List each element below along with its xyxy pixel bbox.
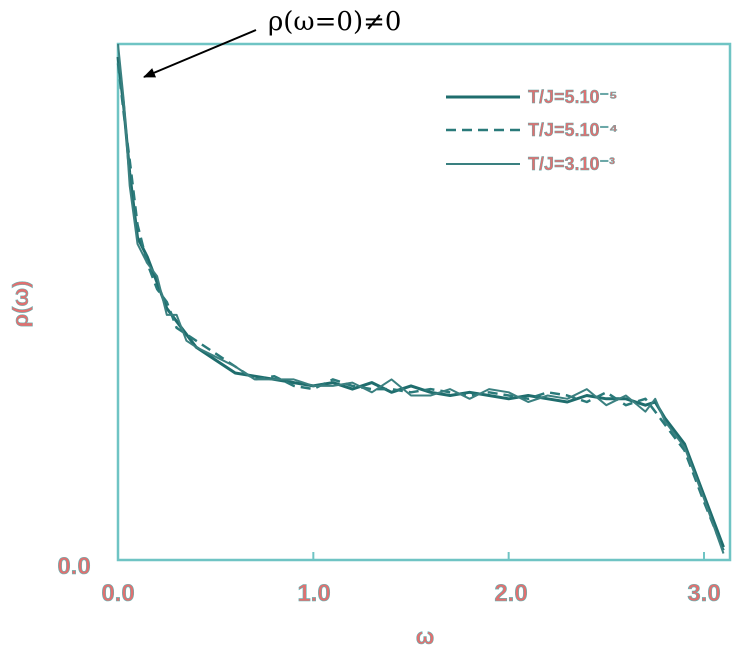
y-tick-label: 0.0 [57, 553, 90, 580]
y-axis-label: ρ(ω) [8, 281, 33, 328]
annotation: ρ(ω=0)≠0 [143, 7, 401, 78]
legend-label: T/J=5.10⁻⁴ [528, 120, 618, 140]
series-line [116, 63, 725, 551]
x-tick-labels: 0.0 1.0 2.0 3.0 [101, 580, 721, 608]
x-tick-label: 3.0 [687, 580, 720, 607]
x-axis-label: ω [416, 624, 435, 649]
series-group [116, 43, 725, 554]
legend-label: T/J=3.10⁻³ [528, 154, 615, 174]
plot-frame [116, 42, 732, 562]
x-tick-label: 2.0 [494, 580, 527, 607]
series-line [117, 43, 725, 554]
annotation-arrow [143, 29, 257, 78]
x-tick-marks [117, 552, 705, 560]
series-line [116, 56, 725, 548]
legend: T/J=5.10⁻⁵ T/J=5.10⁻⁴ T/J=3.10⁻³ [446, 87, 618, 174]
legend-label: T/J=5.10⁻⁵ [528, 87, 618, 107]
annotation-text: ρ(ω=0)≠0 [268, 7, 401, 37]
x-tick-label: 1.0 [297, 580, 330, 607]
x-tick-label: 0.0 [101, 580, 134, 607]
